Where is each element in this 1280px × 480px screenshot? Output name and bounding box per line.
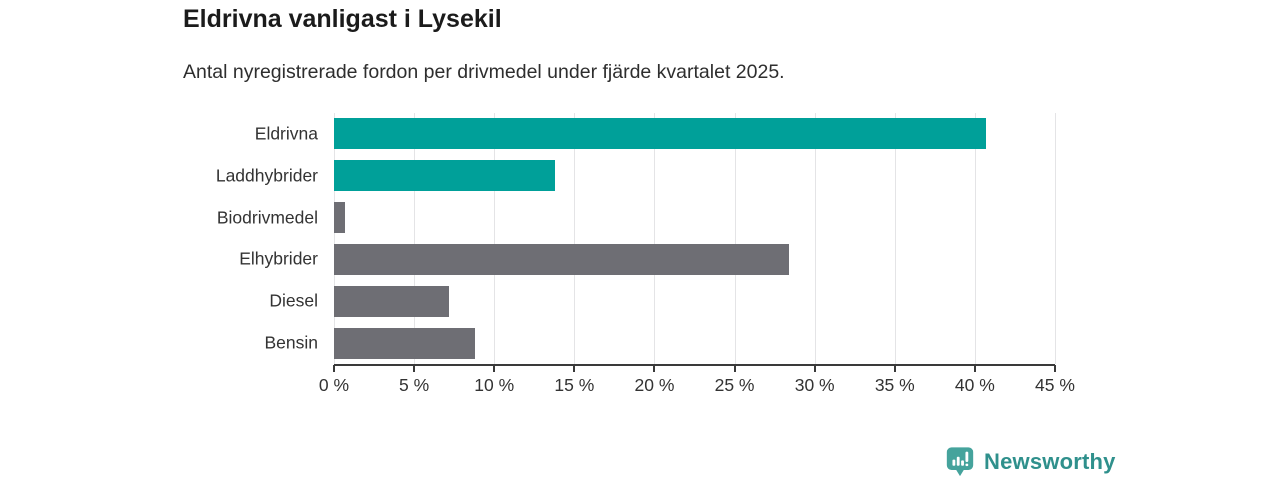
x-axis-tick xyxy=(653,365,656,372)
gridline xyxy=(1055,113,1056,364)
gridline xyxy=(734,113,736,364)
x-axis-tick-label: 5 % xyxy=(399,375,430,395)
bar-elhybrider xyxy=(334,243,790,275)
bar-bensin xyxy=(334,327,475,359)
bar-row-laddhybrider: Laddhybrider xyxy=(216,155,1055,197)
x-axis-tick xyxy=(1054,365,1056,372)
gridline xyxy=(494,113,496,364)
bar-eldrivna xyxy=(334,118,987,150)
x-axis-tick xyxy=(893,365,896,372)
category-label-elhybrider: Elhybrider xyxy=(239,248,318,269)
bar-laddhybrider xyxy=(334,160,556,192)
bar-row-diesel: Diesel xyxy=(269,280,1055,322)
x-axis-tick xyxy=(573,365,576,372)
x-axis-tick-label: 20 % xyxy=(634,375,675,395)
gridline xyxy=(334,113,335,364)
bar-row-biodrivmedel: Biodrivmedel xyxy=(217,197,1055,239)
newsworthy-logo-icon xyxy=(946,447,974,477)
brand-footer: Newsworthy xyxy=(944,445,1116,478)
category-label-eldrivna: Eldrivna xyxy=(254,123,318,144)
x-axis-tick-label: 25 % xyxy=(714,375,755,395)
x-axis-tick-label: 15 % xyxy=(554,375,595,395)
category-label-diesel: Diesel xyxy=(269,290,318,311)
x-axis-line xyxy=(334,364,1055,366)
gridline xyxy=(814,113,816,364)
chart-title: Eldrivna vanligast i Lysekil xyxy=(183,5,502,33)
x-axis-tick xyxy=(333,365,335,372)
x-axis-tick xyxy=(413,365,416,372)
bar-row-bensin: Bensin xyxy=(264,322,1055,364)
x-axis-tick-label: 30 % xyxy=(794,375,835,395)
brand-name: Newsworthy xyxy=(984,448,1116,474)
plot-area: Eldrivna Laddhybrider Biodrivmedel Elhybrid… xyxy=(216,113,1075,395)
gridline xyxy=(574,113,576,364)
x-axis-tick-label: 40 % xyxy=(954,375,995,395)
gridline xyxy=(654,113,656,364)
category-label-biodrivmedel: Biodrivmedel xyxy=(216,207,318,228)
bar-row-eldrivna: Eldrivna xyxy=(255,113,1055,155)
chart-subtitle: Antal nyregistrerade fordon per drivmede… xyxy=(183,61,785,83)
gridline xyxy=(974,113,976,364)
category-label-bensin: Bensin xyxy=(264,332,318,353)
x-axis-tick xyxy=(733,365,736,372)
x-axis-tick-label: 10 % xyxy=(474,375,515,395)
x-axis-tick xyxy=(813,365,816,372)
gridline xyxy=(894,113,896,364)
bar-biodrivmedel xyxy=(334,202,346,234)
x-axis-tick-label: 35 % xyxy=(874,375,915,395)
x-axis-tick xyxy=(493,365,496,372)
x-axis-tick-label: 45 % xyxy=(1035,375,1075,395)
x-axis-tick xyxy=(973,365,976,372)
x-axis-tick-label: 0 % xyxy=(318,375,350,395)
bar-diesel xyxy=(334,285,450,317)
gridline xyxy=(414,113,416,364)
category-label-laddhybrider: Laddhybrider xyxy=(215,165,318,186)
bar-row-elhybrider: Elhybrider xyxy=(239,239,1055,281)
